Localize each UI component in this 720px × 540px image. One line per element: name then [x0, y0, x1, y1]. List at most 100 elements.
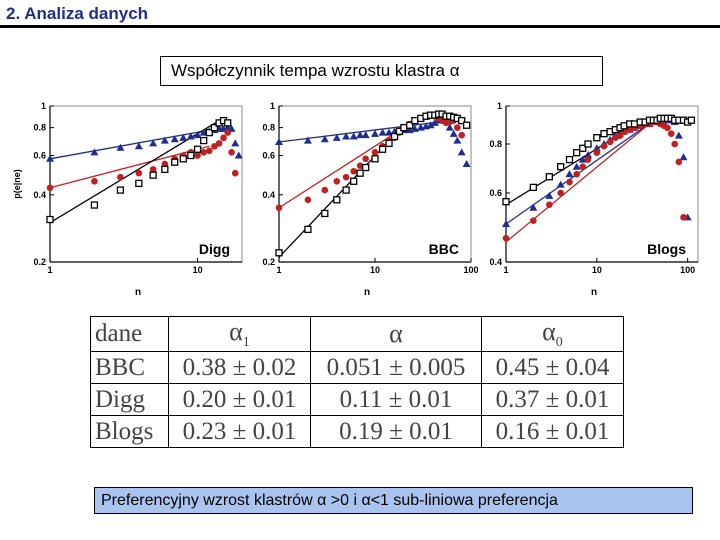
data-point-triangle	[332, 133, 341, 141]
x-tick-label: 1	[503, 265, 508, 275]
data-point-triangle	[193, 131, 202, 139]
data-point-triangle	[578, 155, 587, 163]
data-point-square	[149, 171, 157, 179]
row-label: BBC	[90, 351, 169, 384]
data-point-square	[210, 123, 219, 132]
cell-alpha1: 0.23 ± 0.01	[167, 415, 311, 448]
page-title: 2. Analiza danych	[6, 4, 149, 23]
data-point-square	[362, 163, 370, 172]
data-point-circle	[224, 129, 231, 136]
data-point-square	[411, 116, 419, 125]
data-point-circle	[149, 166, 157, 173]
data-point-square	[179, 155, 187, 163]
cell-alpha1: 0.38 ± 0.02	[167, 351, 311, 384]
data-point-square	[371, 155, 379, 163]
x-axis-label: n	[135, 287, 141, 298]
y-tick-label: 0.8	[262, 123, 275, 133]
data-point-square	[342, 186, 350, 194]
y-tick-label: 0.4	[33, 190, 46, 200]
x-axis-label: n	[364, 287, 370, 298]
x-tick-label: 10	[193, 265, 203, 275]
chart-title: Digg	[199, 241, 230, 257]
data-point-square	[529, 183, 537, 192]
data-point-triangle	[430, 118, 439, 126]
chart-title: Blogs	[647, 241, 686, 257]
data-point-square	[458, 116, 466, 125]
x-tick-label: 100	[463, 265, 478, 275]
data-point-circle	[502, 234, 510, 242]
data-point-triangle	[275, 137, 283, 145]
data-point-square	[321, 209, 329, 218]
data-point-square	[46, 215, 54, 224]
data-point-circle	[211, 142, 218, 150]
data-point-circle	[304, 196, 312, 204]
data-point-triangle	[545, 191, 554, 199]
data-point-circle	[664, 124, 671, 132]
cell-alpha: 0.051 ± 0.005	[309, 351, 482, 384]
data-point-square	[395, 127, 404, 135]
data-point-square	[350, 177, 358, 185]
data-point-square	[224, 119, 232, 127]
y-tick-label: 1	[270, 101, 275, 111]
x-tick-label: 10	[592, 265, 602, 275]
data-point-square	[205, 128, 213, 137]
data-point-circle	[200, 149, 207, 156]
data-point-triangle	[584, 150, 593, 158]
table-header-row: dane α1 α α0	[90, 316, 625, 352]
data-point-circle	[194, 152, 201, 159]
subtitle-box: Współczynnik tempa wzrostu klastra α	[160, 56, 603, 86]
header-divider	[0, 25, 720, 28]
cell-alpha1: 0.20 ± 0.01	[167, 383, 311, 416]
data-point-triangle	[565, 170, 574, 178]
data-point-square	[565, 155, 574, 164]
table-row: Blogs 0.23 ± 0.01 0.19 ± 0.01 0.16 ± 0.0…	[90, 415, 625, 448]
data-point-square	[385, 139, 393, 148]
data-point-circle	[606, 138, 614, 146]
data-point-triangle	[342, 132, 351, 140]
data-point-square	[161, 165, 169, 174]
data-point-circle	[135, 169, 143, 177]
data-point-circle	[573, 170, 580, 178]
data-point-triangle	[186, 132, 195, 140]
data-point-circle	[215, 140, 223, 147]
data-point-square	[579, 144, 587, 152]
data-point-triangle	[320, 135, 329, 143]
y-tick-label: 0.6	[489, 188, 502, 198]
cell-alpha0: 0.45 ± 0.04	[480, 351, 625, 384]
x-tick-label: 10	[370, 265, 380, 275]
footer-box: Preferencyjny wzrost klastrów α >0 i α<1…	[94, 487, 693, 514]
data-point-square	[200, 136, 208, 145]
data-point-triangle	[592, 144, 601, 152]
data-point-circle	[231, 169, 239, 177]
data-point-square	[390, 132, 399, 141]
data-point-circle	[333, 177, 341, 185]
y-axis-label: p(e|ne)	[12, 169, 22, 199]
data-point-triangle	[231, 139, 240, 147]
y-tick-label: 1	[41, 101, 46, 111]
data-point-circle	[350, 167, 358, 175]
data-point-square	[593, 134, 601, 142]
data-point-circle	[205, 147, 213, 155]
data-point-triangle	[529, 203, 538, 211]
header-alpha1: α1	[167, 316, 311, 352]
data-point-circle	[616, 132, 624, 139]
data-point-square	[356, 169, 364, 177]
data-point-triangle	[170, 135, 179, 143]
data-point-triangle	[449, 129, 458, 137]
data-point-square	[193, 145, 202, 153]
data-point-triangle	[134, 142, 143, 150]
footer-text: Preferencyjny wzrost klastrów α >0 i α<1…	[101, 492, 558, 509]
x-tick-label: 1	[276, 265, 281, 275]
data-point-circle	[220, 134, 227, 142]
data-point-circle	[584, 156, 592, 163]
data-point-triangle	[46, 154, 54, 162]
y-tick-label: 0.6	[33, 151, 46, 161]
chart-title: BBC	[429, 241, 459, 257]
header-alpha-symbol: α	[389, 319, 403, 348]
data-point-circle	[161, 160, 169, 168]
row-label: Digg	[90, 383, 169, 416]
data-point-triangle	[457, 148, 466, 156]
